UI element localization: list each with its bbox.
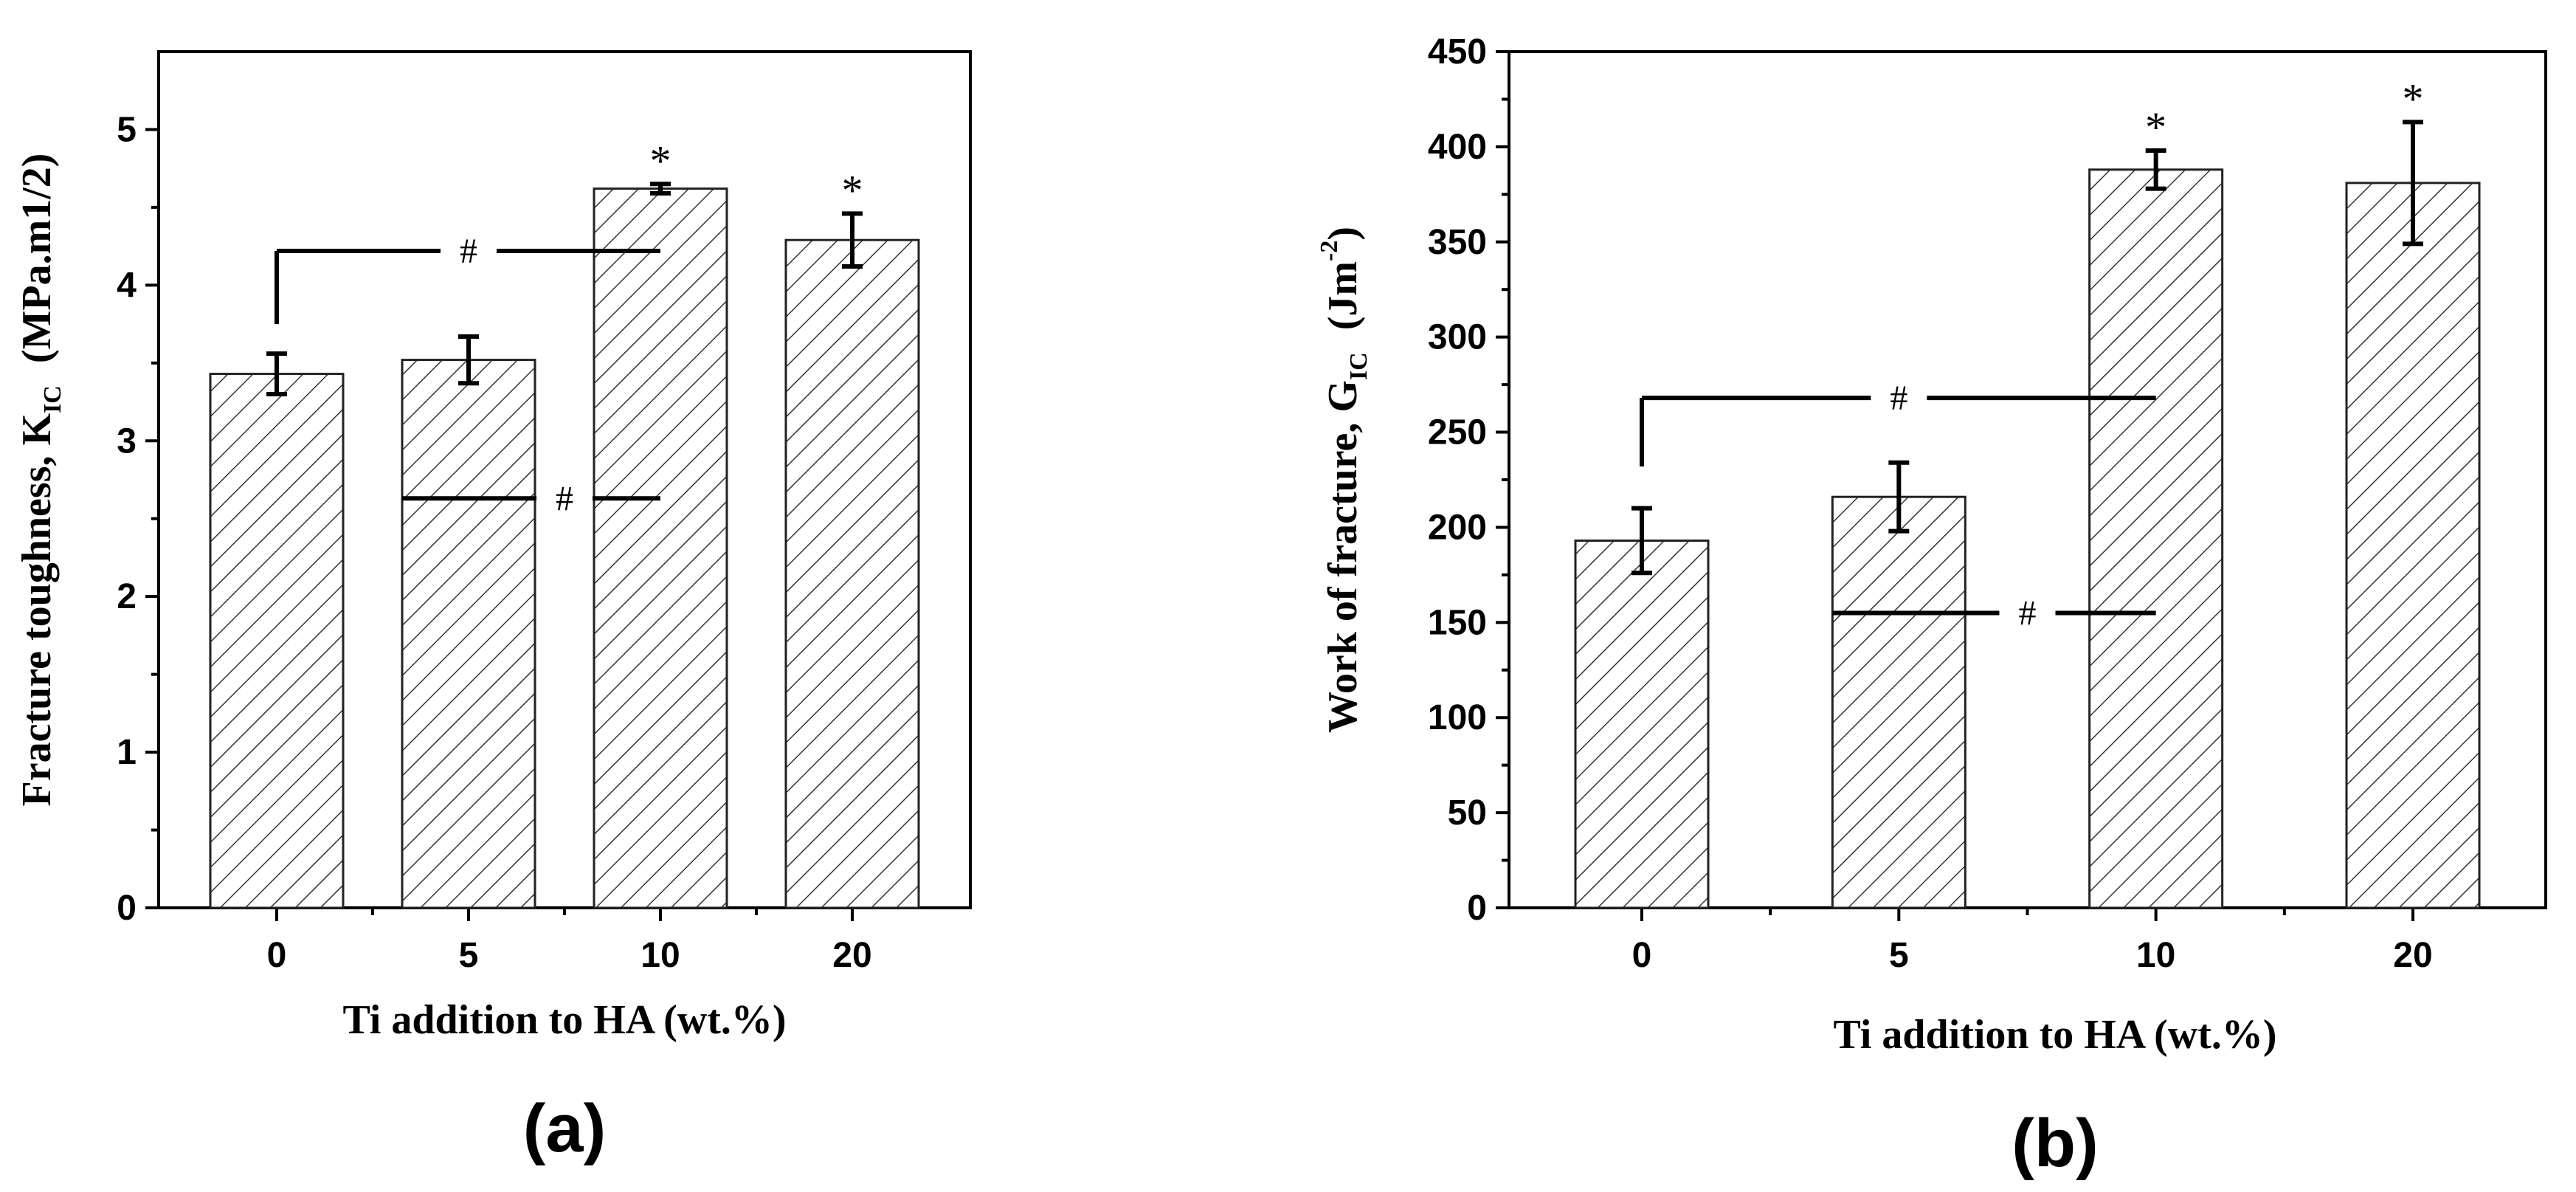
chart-b-significance-star: * — [2403, 75, 2424, 123]
chart-b-bar-5 — [1831, 495, 1966, 909]
chart-b-bar-0 — [1574, 539, 1710, 909]
chart-a-y-tick-label: 0 — [117, 889, 137, 928]
chart-b-y-tick-label: 350 — [1428, 223, 1487, 262]
chart-a-y-tick-label: 2 — [117, 577, 137, 616]
chart-b-y-tick-label: 150 — [1428, 603, 1487, 642]
chart-b-y-title-sub: IC — [1345, 352, 1372, 380]
chart-b-y-title-close: ) — [1320, 227, 1366, 241]
chart-b-x-tick-label: 5 — [1889, 936, 1909, 975]
chart-b-x-tick-label: 10 — [2136, 936, 2175, 975]
chart-a-bar-5 — [401, 359, 536, 909]
chart-b-y-title-main: Work of fracture, G — [1320, 380, 1366, 733]
chart-a-significance: ## — [274, 232, 660, 518]
chart-b-y-tick-label: 0 — [1467, 889, 1487, 928]
chart-b-significance-star: * — [2145, 103, 2166, 151]
chart-a-x-axis-title: Ti addition to HA (wt.%) — [342, 997, 786, 1043]
chart-a-x-axis: 0 5 10 20 — [267, 908, 872, 975]
chart-b-y-tick-label: 250 — [1428, 413, 1487, 452]
chart-a-y-tick-label: 3 — [117, 421, 137, 461]
panel-label-b: (b) — [2012, 1106, 2098, 1181]
chart-a-x-tick-label: 0 — [267, 936, 287, 975]
chart-b-y-tick-label: 300 — [1428, 318, 1487, 357]
chart-b-bars — [1574, 168, 2481, 909]
chart-a-bracket-label: # — [556, 479, 573, 518]
chart-b-y-axis: 0 50 100 150 200 250 300 350 400 450 — [1428, 32, 1509, 928]
chart-b-y-tick-label: 400 — [1428, 128, 1487, 167]
chart-b-y-tick-label: 200 — [1428, 508, 1487, 547]
chart-b-y-tick-label: 450 — [1428, 32, 1487, 72]
chart-a-y-tick-label: 5 — [117, 110, 137, 149]
chart-a-error-bars: ** — [266, 137, 863, 396]
chart-b-bar-10 — [2088, 168, 2224, 909]
chart-b-x-tick-label: 20 — [2393, 936, 2432, 975]
chart-b-y-title-sup: -2 — [1316, 241, 1343, 261]
chart-a-x-tick-label: 20 — [832, 936, 871, 975]
chart-a-y-tick-label: 4 — [117, 266, 137, 305]
chart-a-bar-20 — [784, 238, 920, 909]
chart-a-y-axis: 0 1 2 3 4 5 — [117, 110, 159, 928]
chart-a-y-title-unit: (MPa.m1/2) — [14, 154, 60, 364]
chart-a-significance-star: * — [650, 137, 671, 185]
chart-a-bracket-label: # — [460, 232, 477, 271]
chart-b-x-axis: 0 5 10 20 — [1632, 908, 2433, 975]
chart-b-bracket-label: # — [2019, 593, 2037, 633]
chart-b-y-tick-label: 100 — [1428, 698, 1487, 737]
chart-a-x-tick-label: 10 — [640, 936, 680, 975]
chart-a-bar-10 — [593, 187, 728, 909]
chart-b-y-tick-label: 50 — [1448, 793, 1487, 833]
chart-a-y-tick-label: 1 — [117, 733, 137, 772]
chart-a-bar-0 — [209, 373, 345, 909]
chart-a-x-tick-label: 5 — [459, 936, 479, 975]
chart-b-x-tick-label: 0 — [1632, 936, 1652, 975]
chart-a-y-title-main: Fracture toughness, K — [14, 413, 60, 807]
chart-b-significance: ## — [1640, 379, 2156, 633]
chart-b-bar-20 — [2345, 182, 2481, 909]
panel-label-a: (a) — [523, 1091, 606, 1166]
chart-a-significance-star: * — [842, 166, 863, 214]
chart-b-bracket-label: # — [1890, 379, 1907, 418]
chart-a-y-axis-title: Fracture toughness, KIC (MPa.m1/2) — [14, 154, 66, 807]
chart-b-x-axis-title: Ti addition to HA (wt.%) — [1833, 1012, 2276, 1058]
chart-b-y-axis-title: Work of fracture, GIC (Jm-2) — [1316, 227, 1372, 733]
chart-a-bars — [209, 187, 920, 909]
chart-b-error-bars: ** — [1631, 75, 2424, 576]
chart-a-y-title-sub: IC — [39, 385, 66, 413]
chart-b-y-title-unit: (Jm — [1320, 261, 1366, 330]
